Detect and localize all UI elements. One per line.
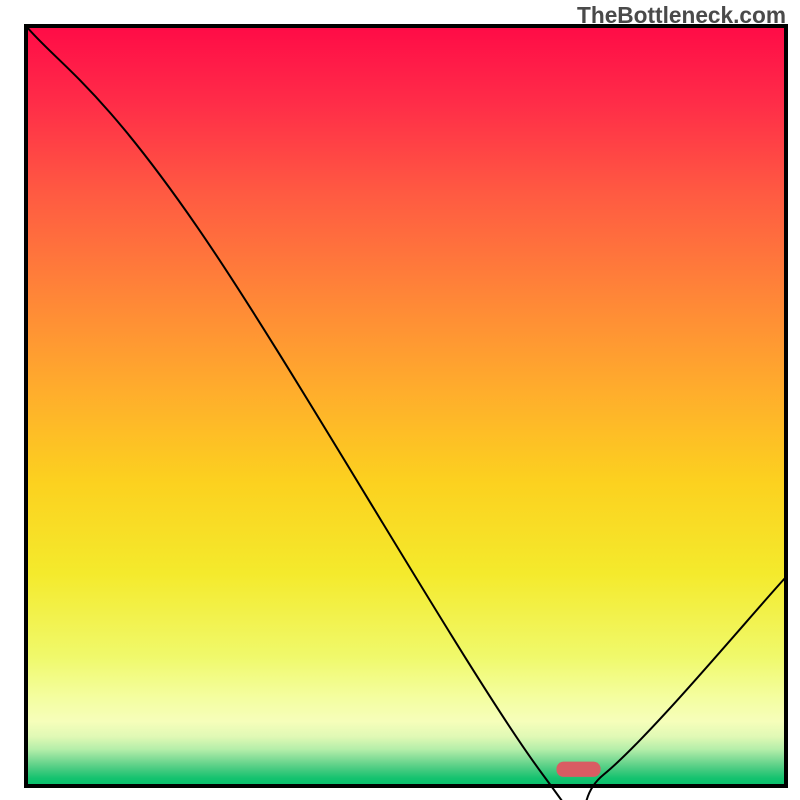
chart-container: TheBottleneck.com (0, 0, 800, 800)
bottleneck-curve-chart (0, 0, 800, 800)
plot-background (26, 26, 786, 786)
optimal-marker (556, 762, 600, 777)
